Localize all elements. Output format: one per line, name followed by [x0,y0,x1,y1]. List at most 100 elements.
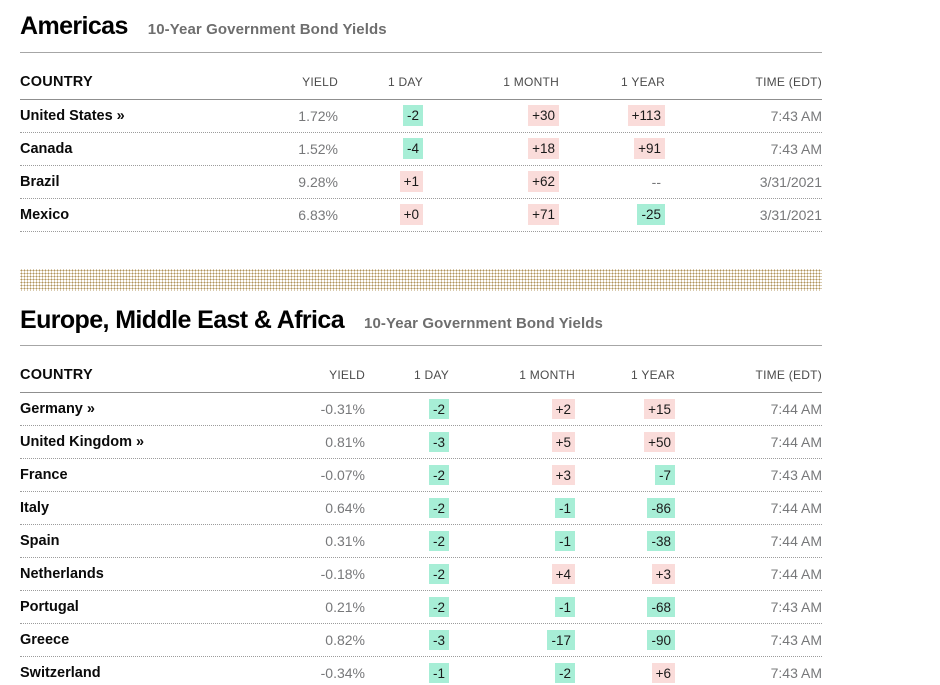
change-1year-cell: +113 [559,105,665,126]
change-1day-cell: -3 [365,629,449,651]
time-value: 7:43 AM [770,599,822,615]
change-1month-cell: +30 [423,105,559,126]
change-1year-cell: -90 [575,629,675,651]
change-badge: -68 [647,596,675,618]
change-1month-cell: -1 [449,497,575,519]
change-1year-cell: -- [559,171,665,192]
col-header-1day: 1 DAY [413,368,449,382]
change-badge: -17 [547,629,575,651]
col-header-1year: 1 YEAR [621,74,665,89]
change-1year-cell: +91 [559,138,665,159]
col-header-1year: 1 YEAR [631,368,675,382]
country-link[interactable]: Brazil [20,173,60,190]
change-1day-cell: -2 [365,398,449,420]
dotted-divider-band [20,268,822,291]
section-subtitle: 10-Year Government Bond Yields [147,21,387,38]
country-link[interactable]: Canada [20,140,73,157]
change-1year-cell: -25 [559,204,665,225]
country-link[interactable]: United States » [20,107,125,124]
change-1day-cell: -2 [365,563,449,585]
country-link[interactable]: Mexico [20,206,70,223]
table-row: Netherlands -0.18% -2 +4 +3 7:44 AM [20,558,822,591]
change-1year-cell: +15 [575,398,675,420]
change-badge: -1 [554,596,575,618]
change-badge: -2 [428,596,449,618]
change-1year-cell: -86 [575,497,675,519]
country-link[interactable]: Portugal [20,599,79,615]
time-value: 7:43 AM [770,467,822,483]
change-badge: +3 [651,563,675,585]
change-1year-cell: +3 [575,563,675,585]
change-1day-cell: -2 [338,105,423,126]
time-value: 3/31/2021 [759,173,822,190]
yield-value: -0.07% [320,467,365,483]
change-badge: -4 [402,138,423,159]
change-badge: +4 [551,563,575,585]
change-badge: +50 [644,431,675,453]
change-1day-cell: -2 [365,497,449,519]
time-value: 7:44 AM [770,500,822,516]
yield-value: 0.81% [325,434,365,450]
yield-value: 1.52% [298,140,338,157]
table-row: France -0.07% -2 +3 -7 7:43 AM [20,459,822,492]
country-link[interactable]: Germany » [20,401,95,417]
change-badge: +18 [528,138,559,159]
yield-value: 9.28% [298,173,338,190]
section-subtitle: 10-Year Government Bond Yields [364,314,603,332]
change-badge: -1 [554,497,575,519]
change-1month-cell: +62 [423,171,559,192]
table-row: United States » 1.72% -2 +30 +113 7:43 A… [20,100,822,133]
change-1month-cell: +3 [449,464,575,486]
change-badge: +6 [651,662,675,684]
col-header-country: COUNTRY [20,367,93,383]
country-link[interactable]: Greece [20,632,70,648]
table-row: Greece 0.82% -3 -17 -90 7:43 AM [20,624,822,657]
change-1month-cell: +5 [449,431,575,453]
col-header-1month: 1 MONTH [503,74,559,89]
col-header-yield: YIELD [302,74,338,89]
time-value: 7:43 AM [770,107,822,124]
change-badge: -2 [402,105,423,126]
col-header-time: TIME (EDT) [755,74,822,89]
change-badge: -1 [428,662,449,684]
yield-value: -0.34% [320,665,365,681]
change-badge: +5 [551,431,575,453]
yield-value: 6.83% [298,206,338,223]
time-value: 3/31/2021 [759,206,822,223]
time-value: 7:44 AM [770,566,822,582]
bond-yields-section: Americas 10-Year Government Bond Yields … [20,12,822,232]
col-header-time: TIME (EDT) [755,368,822,382]
change-badge: -2 [428,563,449,585]
change-1month-cell: -2 [449,662,575,684]
section-americas: Americas 10-Year Government Bond Yields … [20,12,822,232]
yields-table: COUNTRY YIELD 1 DAY 1 MONTH 1 YEAR TIME … [20,53,822,232]
change-1month-cell: +18 [423,138,559,159]
change-badge: +3 [551,464,575,486]
country-link[interactable]: Spain [20,533,60,549]
country-link[interactable]: Switzerland [20,665,101,681]
col-header-1day: 1 DAY [387,74,423,89]
col-header-1month: 1 MONTH [519,368,575,382]
table-row: Italy 0.64% -2 -1 -86 7:44 AM [20,492,822,525]
country-link[interactable]: United Kingdom » [20,434,145,450]
change-badge: +30 [528,105,559,126]
change-badge: +62 [528,171,559,192]
change-1year-cell: +6 [575,662,675,684]
country-link[interactable]: Netherlands [20,566,104,582]
change-1year-cell: -68 [575,596,675,618]
yield-value: -0.18% [320,566,365,582]
table-row: Germany » -0.31% -2 +2 +15 7:44 AM [20,393,822,426]
country-link[interactable]: France [20,467,68,483]
bond-yields-section: Europe, Middle East & Africa 10-Year Gov… [20,306,822,685]
section-title: Americas [20,12,128,40]
change-badge: +2 [551,398,575,420]
change-badge: +71 [528,204,559,225]
table-row: Spain 0.31% -2 -1 -38 7:44 AM [20,525,822,558]
change-badge: -- [651,174,661,190]
change-1day-cell: +0 [338,204,423,225]
change-1month-cell: -1 [449,596,575,618]
change-badge: -3 [428,431,449,453]
country-link[interactable]: Italy [20,500,50,516]
table-row: Canada 1.52% -4 +18 +91 7:43 AM [20,133,822,166]
change-1month-cell: +2 [449,398,575,420]
